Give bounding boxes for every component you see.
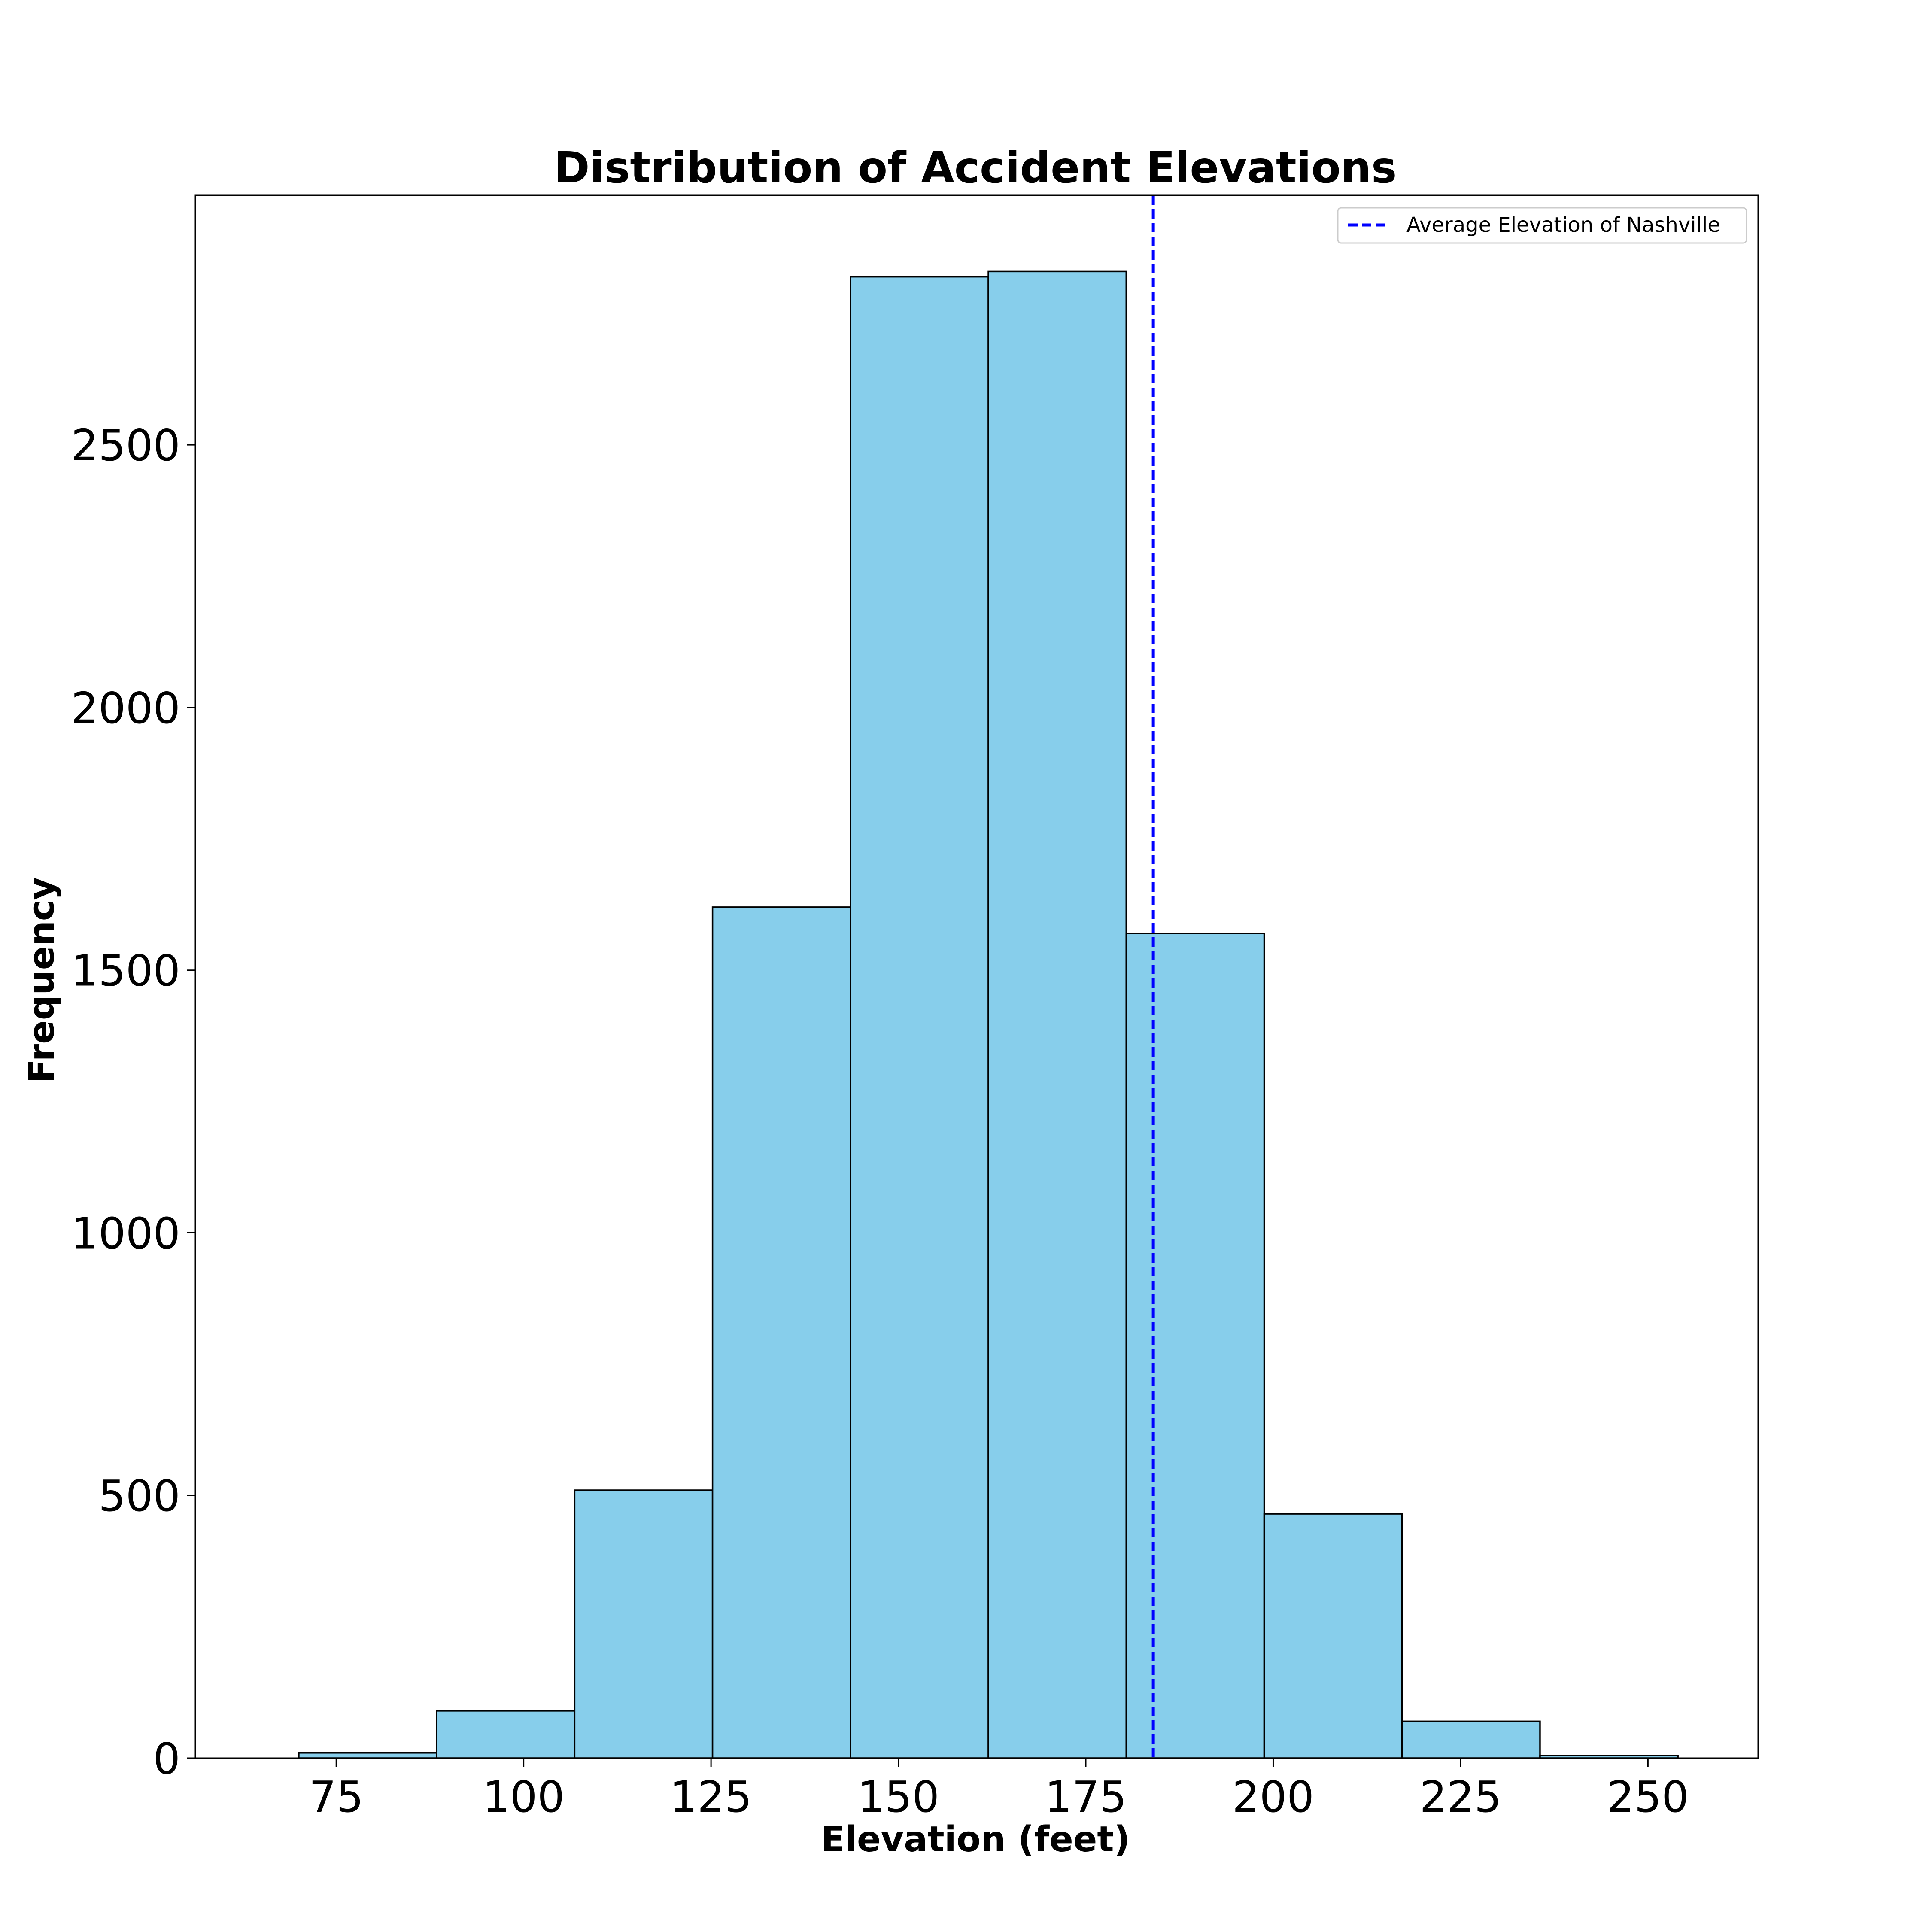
plot-frame xyxy=(194,194,1759,1759)
y-tick-label: 1500 xyxy=(71,946,181,996)
x-axis-title: Elevation (feet) xyxy=(821,1819,1130,1860)
legend: Average Elevation of Nashville xyxy=(1337,207,1747,244)
x-axis-ticks: 75 100 125 150 175 200 225 250 xyxy=(309,1758,1689,1822)
y-axis-ticks: 0 500 1000 1500 2000 2500 xyxy=(71,420,195,1784)
histogram-bar xyxy=(298,1752,437,1759)
y-tick-label: 500 xyxy=(98,1471,180,1521)
legend-label: Average Elevation of Nashville xyxy=(1406,213,1720,237)
x-tick-label: 150 xyxy=(857,1772,939,1822)
histogram-bar xyxy=(574,1489,714,1759)
x-tick-label: 225 xyxy=(1419,1772,1501,1822)
histogram-bar xyxy=(987,270,1127,1759)
x-tick-label: 200 xyxy=(1232,1772,1314,1822)
histogram-bar xyxy=(1401,1720,1541,1759)
x-tick-label: 75 xyxy=(309,1772,364,1822)
y-axis-title: Frequency xyxy=(21,877,62,1083)
x-tick-label: 250 xyxy=(1607,1772,1689,1822)
histogram-bar xyxy=(1263,1513,1403,1759)
y-tick-label: 2000 xyxy=(71,683,181,733)
x-tick-label: 175 xyxy=(1045,1772,1127,1822)
y-tick-label: 0 xyxy=(153,1734,180,1784)
histogram-bar xyxy=(711,906,851,1759)
chart-title: Distribution of Accident Elevations xyxy=(554,143,1397,193)
histogram-bar xyxy=(436,1710,576,1759)
legend-box xyxy=(1337,207,1747,244)
histogram-bar xyxy=(1125,933,1265,1759)
histogram-bar xyxy=(850,276,989,1759)
x-tick-label: 100 xyxy=(483,1772,565,1822)
y-tick-label: 2500 xyxy=(71,420,181,471)
x-tick-label: 125 xyxy=(670,1772,752,1822)
bars-group xyxy=(298,270,1679,1759)
y-tick-label: 1000 xyxy=(71,1208,181,1258)
